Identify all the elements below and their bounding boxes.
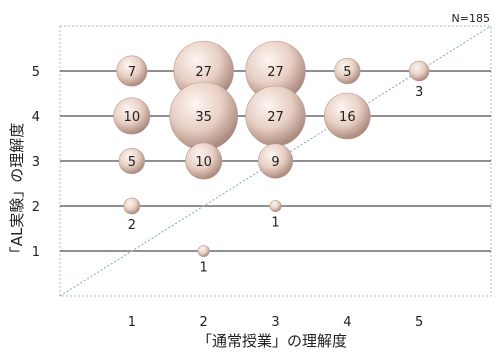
y-axis-label: 「AL実験」の理解度 [8, 123, 26, 262]
bubble-label-2-5: 27 [195, 65, 212, 80]
bubble-4-5 [334, 57, 361, 85]
diagonal-reference-line [59, 25, 492, 297]
y-tick-labels: 1 2 3 4 5 [32, 65, 40, 260]
bubble-5-5 [408, 60, 430, 82]
x-tick-3: 3 [271, 315, 279, 330]
bubble-2-1 [197, 244, 210, 258]
bubble-3-3 [257, 143, 294, 179]
bubble-3-2 [269, 199, 282, 213]
bubble-4-4 [324, 92, 371, 140]
bubble-label-3-2: 1 [271, 216, 279, 231]
x-tick-labels: 1 2 3 4 5 [128, 315, 424, 330]
bubble-1-4 [113, 97, 151, 135]
bubble-label-3-3: 9 [271, 155, 279, 170]
bubble-1-5 [116, 55, 148, 87]
x-tick-2: 2 [200, 315, 208, 330]
bubble-label-2-1: 1 [200, 261, 208, 276]
bubbles: 7 27 27 5 3 10 35 27 16 5 10 9 2 1 1 [113, 40, 430, 276]
bubble-label-2-4: 35 [195, 110, 212, 125]
x-tick-1: 1 [128, 315, 136, 330]
bubble-label-1-3: 5 [128, 155, 136, 170]
y-tick-4: 4 [32, 110, 40, 125]
bubble-label-1-5: 7 [128, 65, 136, 80]
y-tick-5: 5 [32, 65, 40, 80]
bubble-label-3-4: 27 [267, 110, 284, 125]
y-tick-1: 1 [32, 245, 40, 260]
bubble-2-3 [185, 142, 223, 180]
x-tick-4: 4 [343, 315, 351, 330]
sample-size-note: N=185 [452, 12, 490, 25]
bubble-label-5-5: 3 [415, 85, 423, 100]
x-axis-label: 「通常授業」の理解度 [197, 332, 347, 350]
bubble-1-3 [118, 147, 145, 175]
x-tick-5: 5 [415, 315, 423, 330]
y-tick-2: 2 [32, 200, 40, 215]
y-tick-3: 3 [32, 155, 40, 170]
bubble-label-2-3: 10 [195, 155, 212, 170]
bubble-label-4-5: 5 [343, 65, 351, 80]
bubble-1-2 [123, 197, 141, 215]
bubble-label-3-5: 27 [267, 65, 284, 80]
bubble-label-1-4: 10 [124, 110, 141, 125]
bubble-label-4-4: 16 [339, 110, 356, 125]
bubble-label-1-2: 2 [128, 218, 136, 233]
